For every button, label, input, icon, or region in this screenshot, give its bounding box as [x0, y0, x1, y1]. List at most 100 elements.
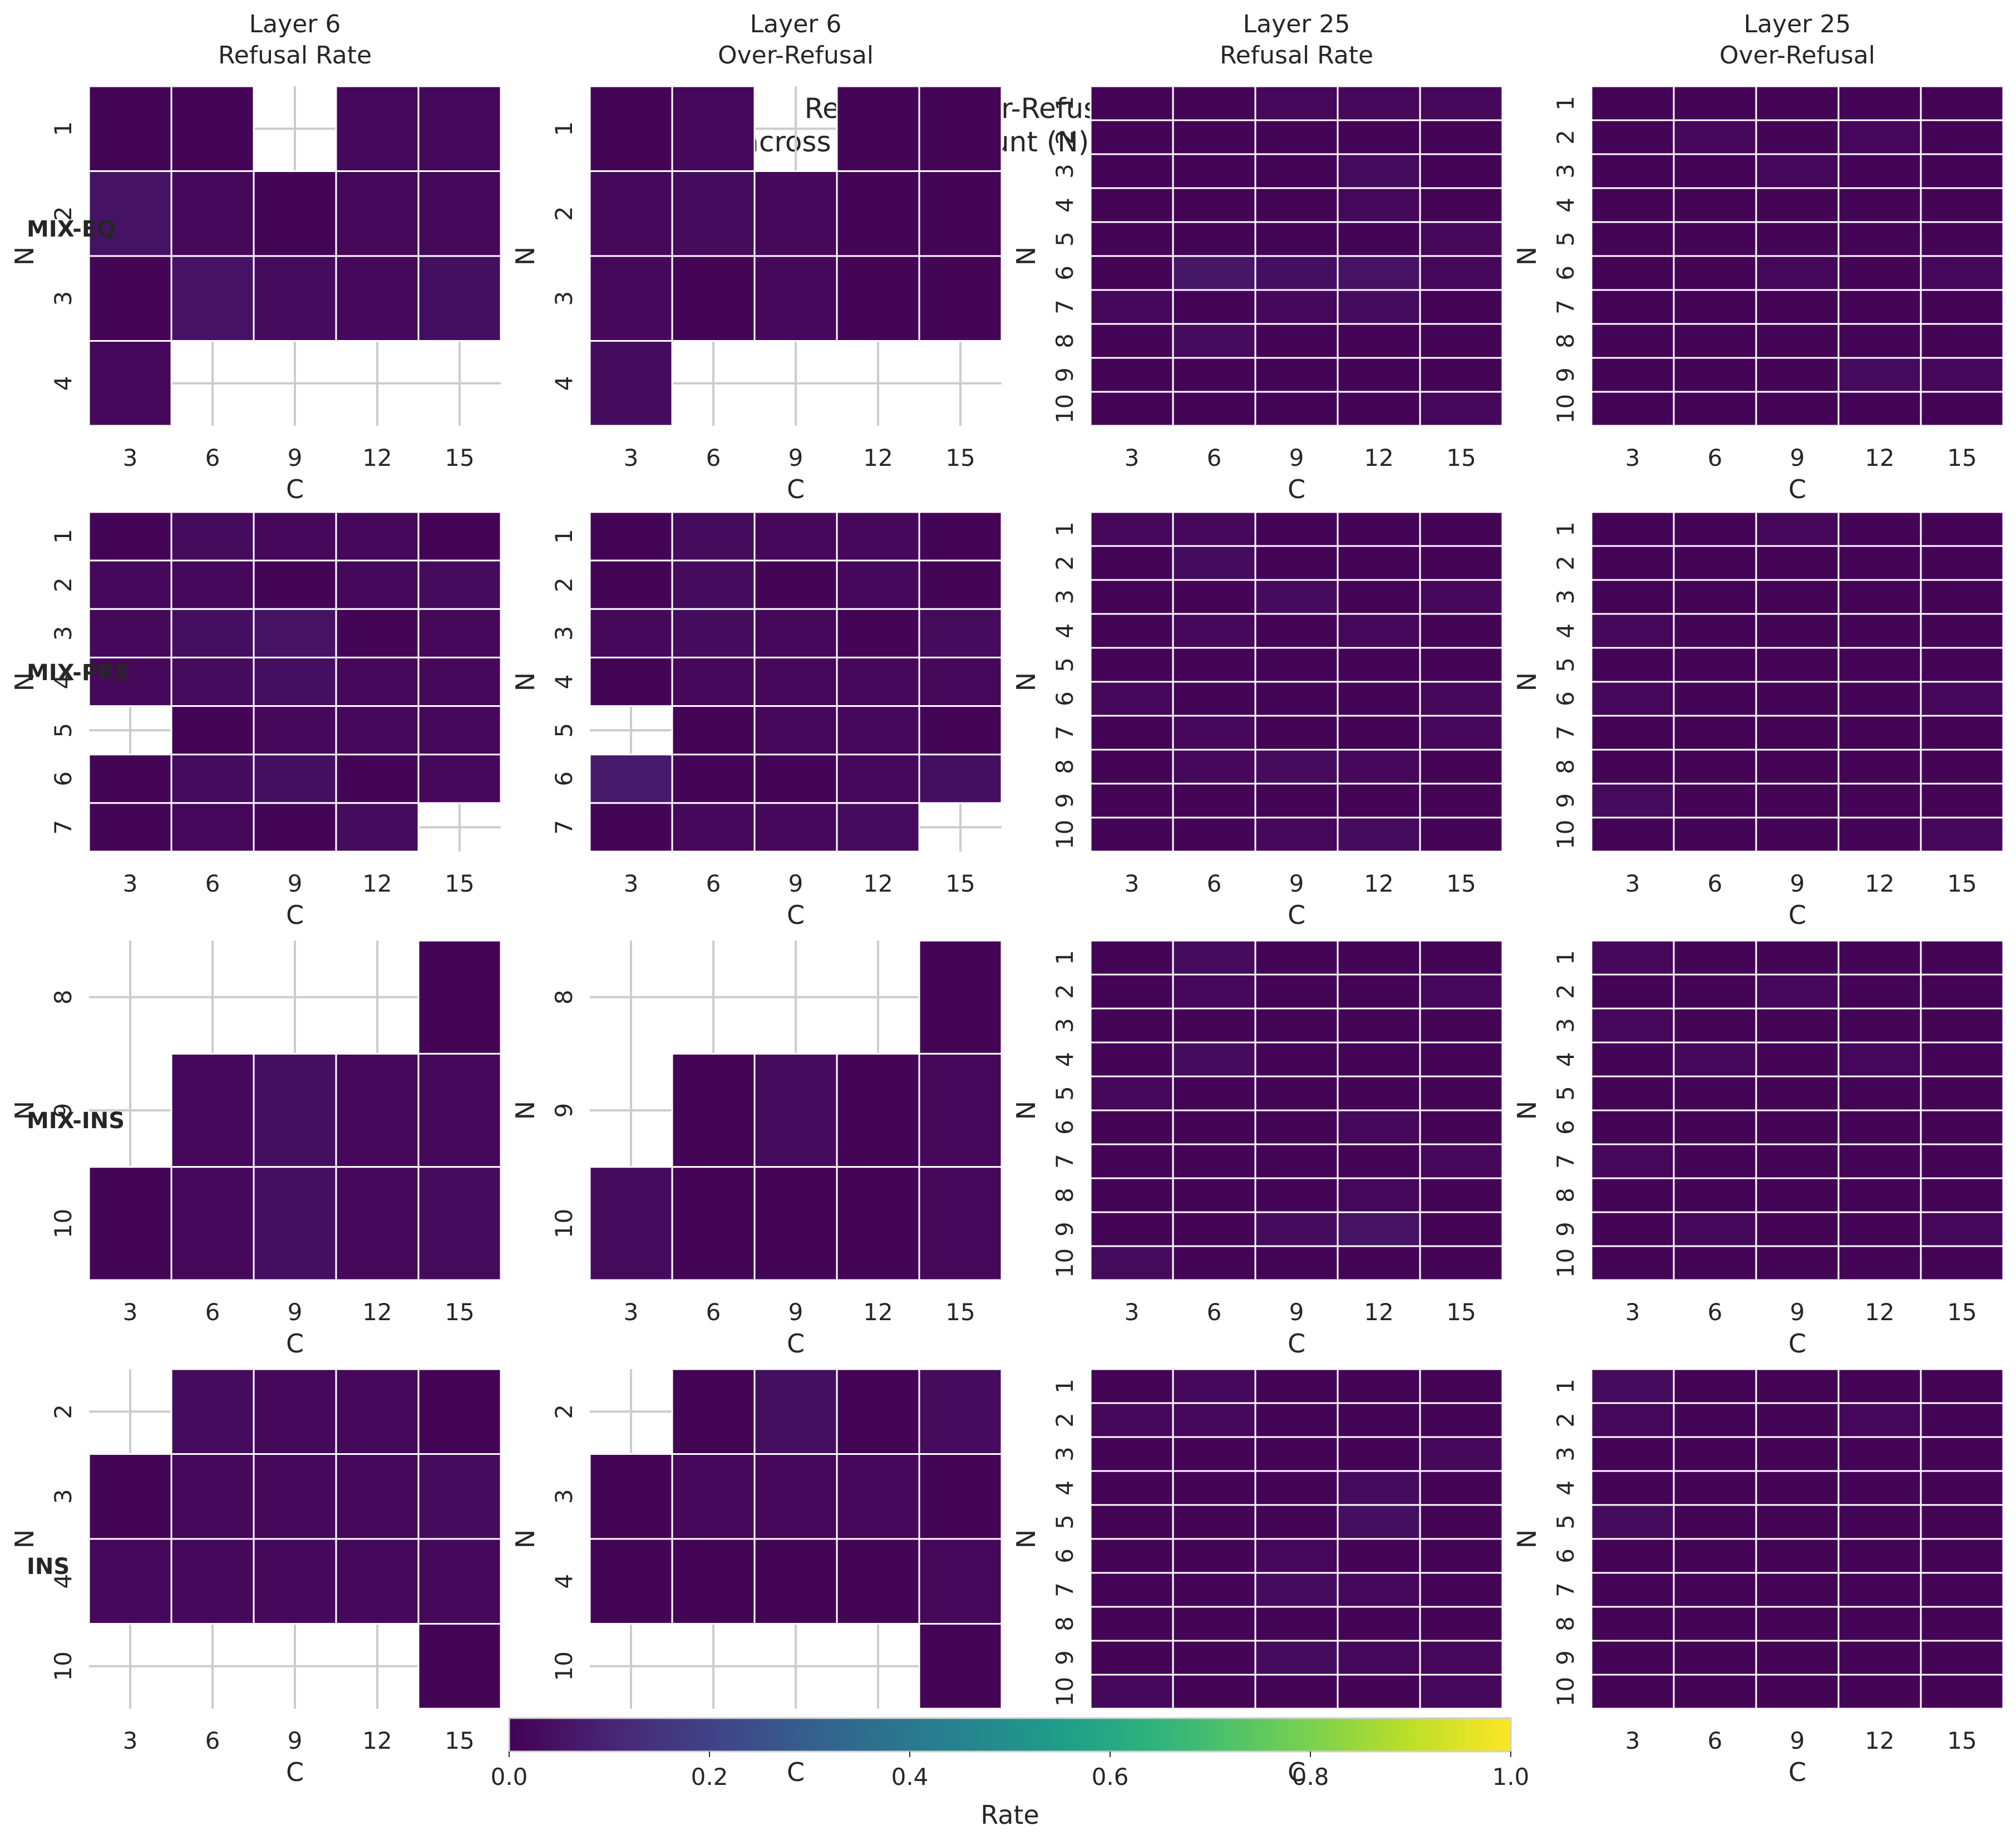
heatmap-cell — [1419, 1245, 1504, 1281]
heatmap-cell — [1590, 647, 1675, 683]
heatmap-cell — [417, 754, 502, 804]
heatmap-cell — [88, 802, 172, 853]
heatmap-cell — [1590, 221, 1675, 257]
y-axis-label: N — [9, 1101, 40, 1120]
x-tick-label: 12 — [362, 444, 392, 471]
heatmap-cell — [1172, 1640, 1256, 1676]
heatmap-cell — [1419, 153, 1504, 189]
heatmap-cell — [1337, 1109, 1421, 1145]
x-tick-label: 6 — [1708, 444, 1723, 471]
heatmap-cell — [1673, 613, 1757, 649]
heatmap-cell — [1337, 579, 1421, 615]
heatmap-cell — [1337, 1504, 1421, 1540]
heatmap-cell — [417, 85, 502, 172]
x-tick-label: 15 — [445, 870, 474, 897]
x-tick-label: 15 — [1947, 1298, 1976, 1326]
heatmap-cell — [417, 511, 502, 562]
heatmap-cell — [1172, 973, 1256, 1010]
x-tick-label: 12 — [863, 1298, 893, 1326]
y-tick-label: 7 — [1051, 725, 1078, 740]
y-tick-label: 10 — [1051, 394, 1078, 424]
heatmap-cell — [1755, 783, 1840, 819]
heatmap-cell — [1920, 511, 2004, 547]
heatmap-cell — [1673, 973, 1757, 1010]
x-tick-label: 9 — [788, 870, 804, 897]
heatmap-cell — [1172, 749, 1256, 785]
heatmap-cell — [170, 1052, 255, 1168]
heatmap-cell — [1673, 1109, 1757, 1145]
y-tick-label: 3 — [50, 291, 77, 306]
heatmap-cell — [1755, 1211, 1840, 1247]
heatmap-cell — [1755, 153, 1840, 189]
x-tick-label: 6 — [205, 1727, 220, 1754]
heatmap-cell — [1419, 1143, 1504, 1179]
x-tick-label: 15 — [1446, 444, 1476, 471]
heatmap-cell — [1254, 1504, 1339, 1540]
heatmap-cell — [1837, 783, 1922, 819]
heatmap-cell — [671, 511, 756, 562]
heatmap-cell — [170, 85, 255, 172]
heatmap-cell — [918, 170, 1003, 257]
y-tick-label: 1 — [550, 529, 578, 544]
heatmap-cell — [1673, 323, 1757, 359]
x-axis-label: C — [286, 474, 304, 504]
heatmap-cell — [1172, 255, 1256, 291]
x-tick-label: 6 — [1708, 870, 1723, 897]
y-tick-label: 6 — [1552, 1548, 1579, 1563]
heatmap-cell — [1419, 1368, 1504, 1404]
heatmap-cell — [1920, 85, 2004, 121]
heatmap-cell — [1337, 187, 1421, 223]
heatmap-cell — [335, 511, 420, 562]
heatmap-cell — [170, 1166, 255, 1281]
x-tick-label: 15 — [1446, 870, 1476, 897]
heatmap-cell — [1837, 255, 1922, 291]
heatmap-cell — [335, 255, 420, 342]
heatmap-cell — [1172, 391, 1256, 427]
heatmap-cell — [1419, 749, 1504, 785]
x-tick-label: 12 — [362, 1727, 392, 1754]
y-tick-label: 5 — [1552, 1086, 1579, 1101]
row-label: INS — [27, 1554, 70, 1580]
heatmap-cell — [1172, 323, 1256, 359]
heatmap-cell — [1172, 1211, 1256, 1247]
heatmap-cell — [918, 705, 1003, 756]
heatmap-cell — [1090, 1245, 1174, 1281]
heatmap-cell — [1172, 1436, 1256, 1472]
heatmap-cell — [1673, 1075, 1757, 1111]
x-tick-label: 9 — [1790, 870, 1805, 897]
heatmap-cell — [1837, 1368, 1922, 1404]
y-tick-label: 10 — [550, 1651, 578, 1681]
heatmap-cell — [1590, 715, 1675, 751]
heatmap-cell — [1090, 119, 1174, 155]
y-tick-label: 9 — [1051, 1650, 1078, 1665]
heatmap-cell — [1837, 681, 1922, 717]
x-tick-label: 9 — [1790, 444, 1805, 471]
x-tick-label: 3 — [624, 870, 639, 897]
heatmap-cell — [1090, 1041, 1174, 1078]
y-tick-label: 3 — [1051, 1447, 1078, 1462]
heatmap-cell — [1920, 973, 2004, 1010]
heatmap-cell — [918, 1052, 1003, 1168]
y-tick-label: 8 — [1051, 1616, 1078, 1631]
heatmap-cell — [1172, 1572, 1256, 1608]
x-tick-label: 9 — [288, 444, 303, 471]
heatmap-cell — [1755, 1075, 1840, 1111]
heatmap-cell — [1254, 816, 1339, 853]
heatmap-cell — [1419, 816, 1504, 853]
heatmap-cell — [253, 802, 337, 853]
heatmap-cell — [1755, 511, 1840, 547]
heatmap-cell — [1254, 153, 1339, 189]
heatmap-cell — [1090, 1007, 1174, 1044]
heatmap-cell — [918, 1623, 1003, 1710]
x-tick-label: 12 — [362, 1298, 392, 1326]
heatmap-cell — [1755, 1368, 1840, 1404]
heatmap-cell — [836, 608, 920, 658]
colorbar-tick-label: 0.4 — [891, 1763, 929, 1790]
heatmap-cell — [1590, 1504, 1675, 1540]
heatmap-cell — [1090, 1075, 1174, 1111]
x-axis-label: C — [286, 1329, 304, 1359]
heatmap-cell — [1837, 715, 1922, 751]
heatmap-cell — [1172, 1109, 1256, 1145]
